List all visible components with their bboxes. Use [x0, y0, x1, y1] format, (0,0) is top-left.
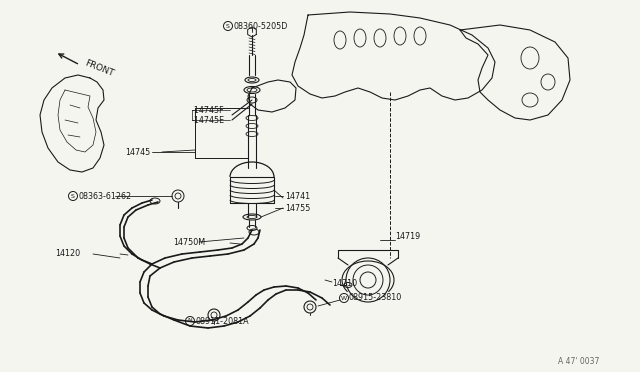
Text: 14710: 14710: [332, 279, 357, 289]
Text: 08915-23810: 08915-23810: [349, 294, 403, 302]
Text: -14745F: -14745F: [192, 106, 225, 115]
Text: S: S: [226, 23, 230, 29]
Text: 08363-61262: 08363-61262: [78, 192, 131, 201]
Text: N: N: [188, 318, 193, 324]
Text: W: W: [341, 295, 347, 301]
Text: 14750M: 14750M: [173, 237, 205, 247]
Text: 14741: 14741: [285, 192, 310, 201]
Text: FRONT: FRONT: [83, 58, 115, 78]
Text: 14755: 14755: [285, 203, 310, 212]
Text: 08360-5205D: 08360-5205D: [233, 22, 287, 31]
Text: S: S: [71, 193, 75, 199]
Text: 14120: 14120: [55, 250, 80, 259]
Text: -14745E: -14745E: [192, 115, 225, 125]
Text: A 47' 0037: A 47' 0037: [558, 357, 600, 366]
Text: 14719: 14719: [395, 231, 420, 241]
Text: 08911-2081A: 08911-2081A: [195, 317, 248, 326]
Text: 14745: 14745: [125, 148, 150, 157]
